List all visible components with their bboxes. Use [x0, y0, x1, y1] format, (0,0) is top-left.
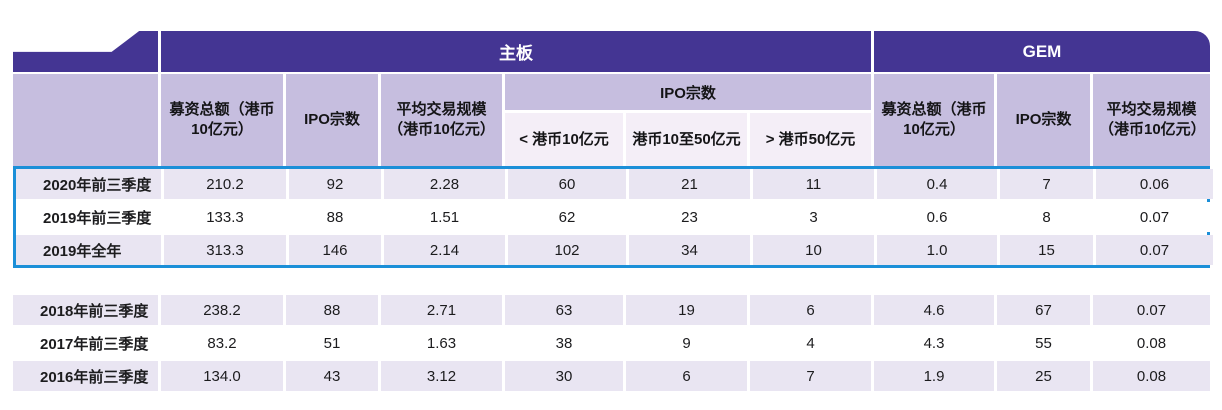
mb-avg-deal-size-header: 平均交易规模（港币10亿元）: [381, 74, 502, 166]
header-band-row: 主板 GEM: [13, 31, 1210, 72]
gem-ipo-count-value: 15: [1000, 235, 1093, 265]
table-row-2019-q1q3: 2019年前三季度 133.3 88 1.51 62 23 3 0.6 8 0.…: [16, 202, 1213, 232]
table-row-2018-q1q3: 2018年前三季度 238.2 88 2.71 63 19 6 4.6 67 0…: [13, 295, 1210, 325]
mb-funds-raised-header: 募资总额（港币10亿元）: [161, 74, 283, 166]
gem-ipo-count-value: 7: [1000, 169, 1093, 199]
mb-ipo-1b-to-5b-header: 港币10至50亿元: [626, 113, 747, 166]
highlighted-rows-box: 2020年前三季度 210.2 92 2.28 60 21 11 0.4 7 0…: [13, 166, 1213, 268]
table-row-2019-full-year: 2019年全年 313.3 146 2.14 102 34 10 1.0 15 …: [16, 235, 1213, 265]
mb-avg-deal-size-value: 2.71: [381, 295, 502, 325]
mb-ipo-gt-5b-value: 6: [750, 295, 871, 325]
gem-funds-raised-header: 募资总额（港币10亿元）: [874, 74, 994, 166]
gem-avg-deal-size-header: 平均交易规模（港币10亿元）: [1093, 74, 1210, 166]
table-row-2020-q1q3: 2020年前三季度 210.2 92 2.28 60 21 11 0.4 7 0…: [16, 169, 1213, 199]
mb-ipo-1b-to-5b-value: 21: [629, 169, 750, 199]
mb-ipo-gt-5b-value: 10: [753, 235, 874, 265]
mb-ipo-lt-1b-value: 62: [508, 202, 626, 232]
gem-funds-raised-value: 4.6: [874, 295, 994, 325]
gem-ipo-count-value: 67: [997, 295, 1090, 325]
column-header-row: 募资总额（港币10亿元） IPO宗数 平均交易规模（港币10亿元） IPO宗数 …: [13, 74, 1210, 166]
gem-funds-raised-value: 1.0: [877, 235, 997, 265]
mb-ipo-count-value: 146: [289, 235, 381, 265]
mb-ipo-1b-to-5b-value: 9: [626, 328, 747, 358]
row-label: 2017年前三季度: [13, 328, 158, 358]
mb-funds-raised-value: 210.2: [164, 169, 286, 199]
gem-ipo-count-header: IPO宗数: [997, 74, 1090, 166]
gem-ipo-count-value: 8: [1000, 202, 1093, 232]
mb-avg-deal-size-value: 2.14: [384, 235, 505, 265]
mb-funds-raised-value: 313.3: [164, 235, 286, 265]
mb-ipo-count-value: 43: [286, 361, 378, 391]
mb-ipo-gt-5b-value: 3: [753, 202, 874, 232]
mb-ipo-breakdown-group: IPO宗数 < 港币10亿元 港币10至50亿元 > 港币50亿元: [505, 74, 871, 166]
mb-avg-deal-size-value: 1.51: [384, 202, 505, 232]
mb-avg-deal-size-value: 1.63: [381, 328, 502, 358]
mb-ipo-count-value: 92: [289, 169, 381, 199]
main-board-header: 主板: [161, 31, 871, 72]
mb-ipo-lt-1b-value: 63: [505, 295, 623, 325]
historical-rows-group: 2018年前三季度 238.2 88 2.71 63 19 6 4.6 67 0…: [13, 295, 1210, 391]
mb-ipo-count-header: IPO宗数: [286, 74, 378, 166]
row-label: 2019年前三季度: [16, 202, 161, 232]
gem-ipo-count-value: 55: [997, 328, 1090, 358]
ipo-statistics-table: 主板 GEM 募资总额（港币10亿元） IPO宗数 平均交易规模（港币10亿元）…: [13, 31, 1213, 391]
gem-header: GEM: [874, 31, 1210, 72]
mb-ipo-lt-1b-value: 30: [505, 361, 623, 391]
mb-ipo-breakdown-header: IPO宗数: [505, 74, 871, 110]
mb-avg-deal-size-value: 3.12: [381, 361, 502, 391]
mb-funds-raised-value: 134.0: [161, 361, 283, 391]
gem-funds-raised-value: 0.6: [877, 202, 997, 232]
mb-ipo-1b-to-5b-value: 34: [629, 235, 750, 265]
mb-funds-raised-value: 133.3: [164, 202, 286, 232]
mb-ipo-gt-5b-value: 11: [753, 169, 874, 199]
table-row-2016-q1q3: 2016年前三季度 134.0 43 3.12 30 6 7 1.9 25 0.…: [13, 361, 1210, 391]
gem-funds-raised-value: 4.3: [874, 328, 994, 358]
mb-ipo-1b-to-5b-value: 23: [629, 202, 750, 232]
mb-ipo-count-value: 88: [286, 295, 378, 325]
mb-funds-raised-value: 83.2: [161, 328, 283, 358]
mb-ipo-gt-5b-header: > 港币50亿元: [750, 113, 871, 166]
mb-ipo-gt-5b-value: 4: [750, 328, 871, 358]
mb-ipo-count-value: 88: [289, 202, 381, 232]
mb-ipo-breakdown-subheaders: < 港币10亿元 港币10至50亿元 > 港币50亿元: [505, 113, 871, 166]
mb-ipo-1b-to-5b-value: 19: [626, 295, 747, 325]
mb-ipo-gt-5b-value: 7: [750, 361, 871, 391]
gem-avg-deal-size-value: 0.07: [1096, 202, 1213, 232]
row-label: 2019年全年: [16, 235, 161, 265]
row-label-column-header: [13, 74, 158, 166]
gem-avg-deal-size-value: 0.07: [1096, 235, 1213, 265]
row-label: 2020年前三季度: [16, 169, 161, 199]
gem-funds-raised-value: 1.9: [874, 361, 994, 391]
row-label: 2018年前三季度: [13, 295, 158, 325]
gem-funds-raised-value: 0.4: [877, 169, 997, 199]
mb-ipo-lt-1b-value: 102: [508, 235, 626, 265]
mb-ipo-lt-1b-value: 60: [508, 169, 626, 199]
row-label: 2016年前三季度: [13, 361, 158, 391]
mb-ipo-count-value: 51: [286, 328, 378, 358]
mb-ipo-lt-1b-header: < 港币10亿元: [505, 113, 623, 166]
table-row-2017-q1q3: 2017年前三季度 83.2 51 1.63 38 9 4 4.3 55 0.0…: [13, 328, 1210, 358]
group-spacer: [13, 268, 1210, 295]
mb-avg-deal-size-value: 2.28: [384, 169, 505, 199]
gem-ipo-count-value: 25: [997, 361, 1090, 391]
mb-ipo-1b-to-5b-value: 6: [626, 361, 747, 391]
corner-slanted-cell: [13, 31, 158, 72]
gem-avg-deal-size-value: 0.07: [1093, 295, 1210, 325]
gem-avg-deal-size-value: 0.08: [1093, 361, 1210, 391]
mb-funds-raised-value: 238.2: [161, 295, 283, 325]
gem-avg-deal-size-value: 0.06: [1096, 169, 1213, 199]
gem-avg-deal-size-value: 0.08: [1093, 328, 1210, 358]
mb-ipo-lt-1b-value: 38: [505, 328, 623, 358]
